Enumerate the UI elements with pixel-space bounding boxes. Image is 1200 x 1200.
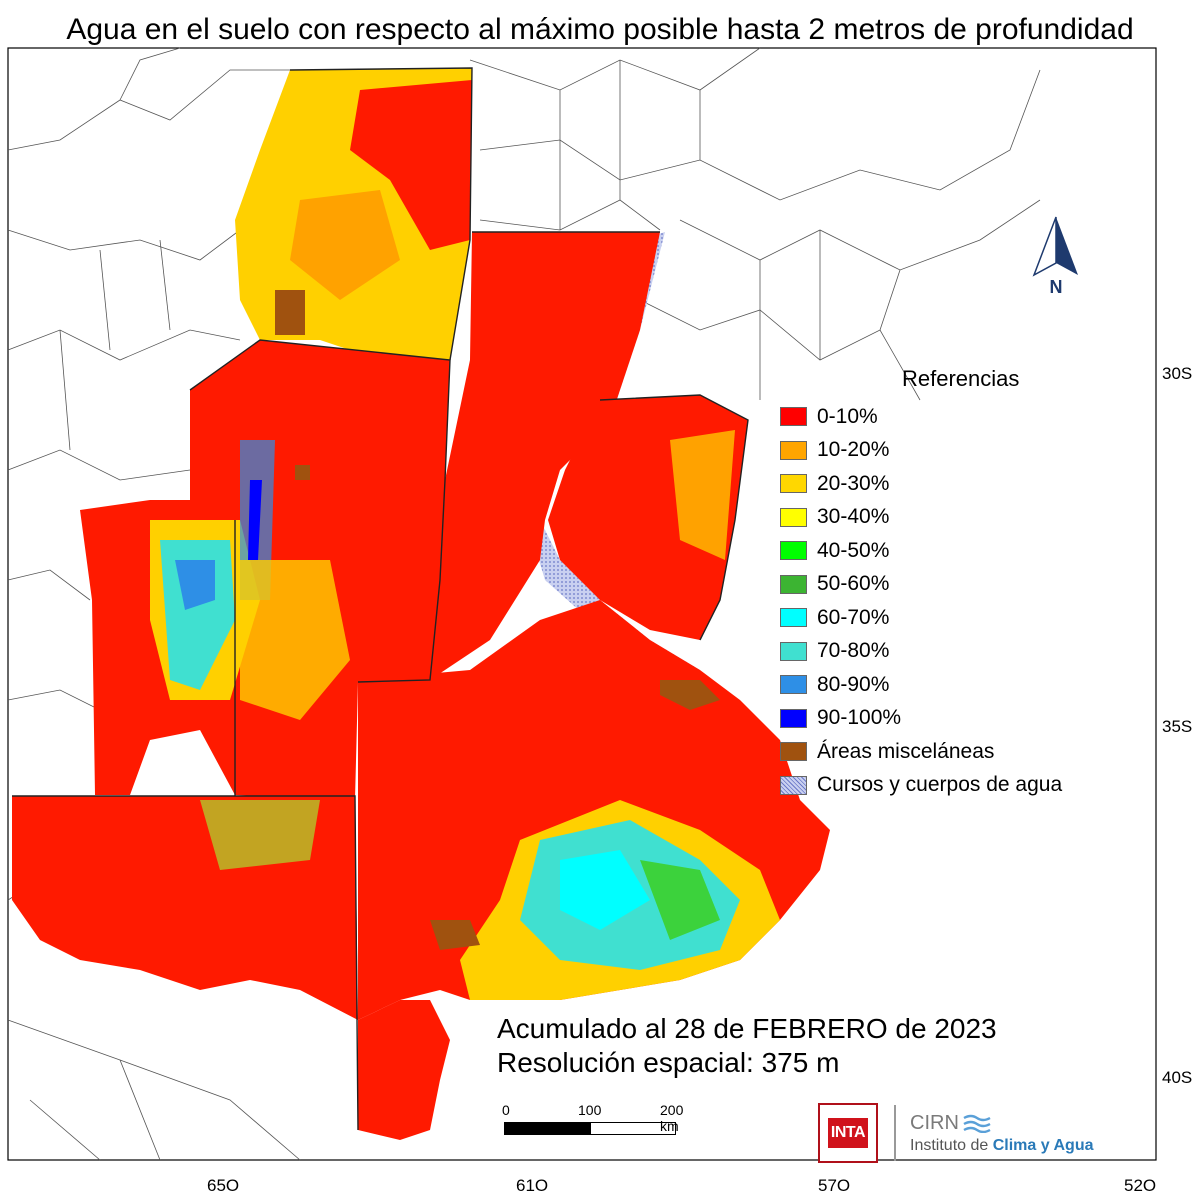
legend-item: 60-70% bbox=[780, 601, 1160, 635]
institution-logos: INTA CIRN Instituto de Clima y Agua bbox=[818, 1103, 1094, 1163]
legend-swatch bbox=[780, 742, 807, 762]
inta-logo-text: INTA bbox=[827, 1118, 869, 1148]
scale-segment-white bbox=[591, 1123, 675, 1134]
legend-item: 80-90% bbox=[780, 668, 1160, 702]
inta-logo: INTA bbox=[818, 1103, 878, 1163]
legend: Referencias 0-10% 10-20% 20-30% 30-40% 40-50… bbox=[780, 366, 1160, 802]
north-arrow: N bbox=[1030, 215, 1082, 300]
soil-water-raster bbox=[12, 68, 830, 1140]
lat-label-35: 35S bbox=[1162, 717, 1193, 736]
legend-label: 70-80% bbox=[817, 639, 890, 663]
legend-label: 90-100% bbox=[817, 706, 902, 730]
scale-tick-100: 100 bbox=[578, 1102, 602, 1118]
legend-title: Referencias bbox=[902, 366, 1020, 391]
legend-swatch bbox=[780, 440, 807, 460]
waves-icon bbox=[963, 1114, 991, 1133]
cirn-logo: CIRN Instituto de Clima y Agua bbox=[910, 1112, 1094, 1155]
legend-label: 80-90% bbox=[817, 672, 890, 696]
legend-swatch bbox=[780, 541, 807, 561]
scale-segment-black bbox=[505, 1123, 591, 1134]
admin-boundaries bbox=[7, 47, 1041, 1161]
scale-bar: 0 100 200 km bbox=[502, 1102, 683, 1135]
legend-label: Cursos y cuerpos de agua bbox=[817, 773, 1063, 797]
legend-label: 10-20% bbox=[817, 438, 890, 462]
accumulated-date: Acumulado al 28 de FEBRERO de 2023 bbox=[497, 1013, 997, 1044]
legend-label: 0-10% bbox=[817, 404, 878, 428]
lon-label-57: 57O bbox=[818, 1176, 851, 1195]
legend-item: 0-10% bbox=[780, 400, 1160, 434]
legend-label: 20-30% bbox=[817, 471, 890, 495]
map-title: Agua en el suelo con respecto al máximo … bbox=[66, 13, 1134, 46]
legend-item: 10-20% bbox=[780, 434, 1160, 468]
lat-label-30: 30S bbox=[1162, 364, 1193, 383]
north-label: N bbox=[1050, 277, 1063, 295]
spatial-resolution: Resolución espacial: 375 m bbox=[497, 1047, 840, 1078]
legend-item: 70-80% bbox=[780, 635, 1160, 669]
legend-swatch bbox=[780, 474, 807, 494]
legend-swatch bbox=[780, 507, 807, 527]
logo-divider bbox=[894, 1105, 896, 1161]
legend-label: 30-40% bbox=[817, 505, 890, 529]
lat-label-40: 40S bbox=[1162, 1068, 1193, 1087]
legend-item: 30-40% bbox=[780, 501, 1160, 535]
legend-label: 40-50% bbox=[817, 538, 890, 562]
scale-tick-0: 0 bbox=[502, 1102, 510, 1118]
lon-label-61: 61O bbox=[516, 1176, 549, 1195]
lon-label-65: 65O bbox=[207, 1176, 240, 1195]
legend-swatch bbox=[780, 574, 807, 594]
legend-swatch bbox=[780, 608, 807, 628]
legend-label: 60-70% bbox=[817, 605, 890, 629]
legend-swatch bbox=[780, 708, 807, 728]
legend-item: Áreas misceláneas bbox=[780, 735, 1160, 769]
cirn-text: CIRN bbox=[910, 1111, 959, 1134]
legend-label: Áreas misceláneas bbox=[817, 739, 995, 763]
scale-tick-200: 200 km bbox=[660, 1102, 684, 1134]
legend-item: 40-50% bbox=[780, 534, 1160, 568]
institute-prefix: Instituto de bbox=[910, 1136, 989, 1154]
legend-item: 90-100% bbox=[780, 702, 1160, 736]
legend-swatch bbox=[780, 675, 807, 695]
legend-item: Cursos y cuerpos de agua bbox=[780, 769, 1160, 803]
legend-label: 50-60% bbox=[817, 572, 890, 596]
legend-swatch bbox=[780, 407, 807, 427]
map-annotation: Acumulado al 28 de FEBRERO de 2023 Resol… bbox=[497, 1012, 997, 1080]
province-outlines bbox=[12, 67, 749, 1131]
legend-item: 20-30% bbox=[780, 467, 1160, 501]
legend-swatch bbox=[780, 775, 807, 795]
legend-item: 50-60% bbox=[780, 568, 1160, 602]
lon-label-52: 52O bbox=[1124, 1176, 1157, 1195]
institute-highlight: Clima y Agua bbox=[992, 1136, 1094, 1154]
legend-swatch bbox=[780, 641, 807, 661]
north-arrow-icon: N bbox=[1032, 216, 1078, 297]
